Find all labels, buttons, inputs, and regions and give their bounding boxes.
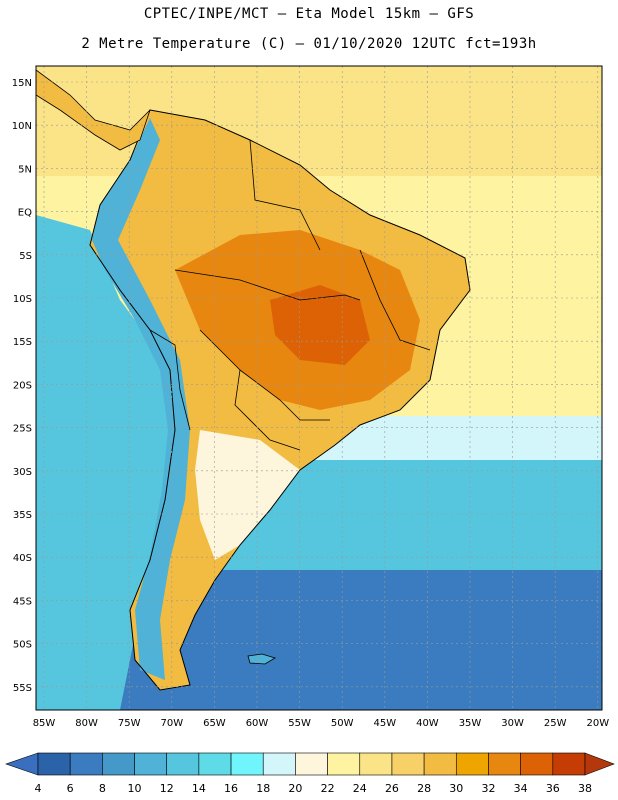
colorbar-segment	[102, 752, 135, 776]
lat-tick-label: 20S	[13, 380, 32, 391]
colorbar-segment	[488, 752, 521, 776]
lon-tick-label: 45W	[373, 718, 396, 729]
map-border	[35, 65, 603, 711]
colorbar-segment	[134, 752, 168, 776]
lat-tick-label: 35S	[13, 510, 32, 521]
colorbar-label: 30	[449, 782, 464, 795]
lat-tick-label: EQ	[18, 208, 32, 219]
lat-tick-label: 15N	[12, 78, 32, 89]
lon-tick-label: 40W	[416, 718, 439, 729]
colorbar-label: 16	[224, 782, 239, 795]
colorbar-segment	[37, 752, 71, 776]
colorbar-segment	[423, 752, 457, 776]
lon-tick-label: 20W	[586, 718, 609, 729]
colorbar-label: 6	[66, 782, 74, 795]
lon-tick-label: 55W	[288, 718, 311, 729]
latitude-labels: 15N 10N 5N EQ 5S 10S 15S 20S 25S 30S 35S 40S 45S 50S 5…	[12, 78, 32, 694]
colorbar-label: 38	[578, 782, 592, 795]
ocean-band-north	[36, 66, 602, 176]
lat-tick-label: 45S	[13, 596, 32, 607]
lon-tick-label: 25W	[544, 718, 567, 729]
colorbar-segment	[359, 752, 393, 776]
coastline	[89, 109, 471, 691]
colorbar-segment	[295, 752, 328, 776]
colorbar-label: 20	[288, 782, 303, 795]
lat-tick-label: 55S	[13, 683, 32, 694]
colorbar-label: 28	[417, 782, 432, 795]
lon-tick-label: 50W	[331, 718, 354, 729]
lat-tick-label: 10N	[12, 121, 32, 132]
colorbar-segment	[166, 752, 200, 776]
cool-argentina-region	[195, 430, 300, 560]
colorbar-label: 26	[384, 782, 399, 795]
andes-cold-band	[92, 118, 190, 680]
colorbar-segment	[262, 752, 296, 776]
colorbar-segment	[327, 752, 361, 776]
colorbar-label: 12	[159, 782, 174, 795]
lat-tick-label: 10S	[13, 294, 32, 305]
colorbar-label: 14	[191, 782, 206, 795]
colorbar-label: 10	[127, 782, 142, 795]
colorbar-segment	[69, 752, 103, 776]
map-title-line-2: 2 Metre Temperature (C) – 01/10/2020 12U…	[81, 36, 537, 52]
map-title-line-1: CPTEC/INPE/MCT – Eta Model 15km – GFS	[143, 6, 475, 22]
lat-tick-label: 50S	[13, 640, 32, 651]
colorbar-label: 8	[98, 782, 106, 795]
lon-tick-label: 60W	[246, 718, 269, 729]
lon-tick-label: 85W	[33, 718, 56, 729]
colorbar-label: 34	[513, 782, 528, 795]
colorbar-label: 22	[320, 782, 335, 795]
colorbar-label: 32	[481, 782, 496, 795]
longitude-labels: 85W 80W 75W 70W 65W 60W 55W 50W 45W 40W 35W 30W 25W 2…	[33, 718, 610, 729]
colorbar-low-arrow	[5, 752, 39, 776]
lon-tick-label: 80W	[75, 718, 98, 729]
lat-tick-label: 5S	[19, 251, 32, 262]
lat-tick-label: 30S	[13, 467, 32, 478]
lon-tick-label: 35W	[459, 718, 482, 729]
colorbar-segment	[230, 752, 264, 776]
temperature-colorbar	[5, 752, 615, 776]
lon-tick-label: 30W	[501, 718, 524, 729]
lat-tick-label: 25S	[13, 424, 32, 435]
hottest-core-region	[270, 285, 370, 365]
map-area	[36, 66, 602, 710]
colorbar-segment	[455, 752, 489, 776]
pacific-cool-region	[36, 215, 170, 710]
colorbar-label: 18	[256, 782, 271, 795]
country-borders	[149, 139, 431, 451]
colorbar-segment	[391, 752, 425, 776]
colorbar-segment	[198, 752, 232, 776]
colorbar-label: 36	[545, 782, 560, 795]
lon-tick-label: 70W	[160, 718, 183, 729]
lat-tick-label: 5N	[18, 164, 32, 175]
falkland-islands	[247, 653, 276, 665]
colorbar-segment	[520, 752, 554, 776]
colorbar-label: 4	[34, 782, 42, 795]
graticule	[36, 66, 602, 710]
colorbar-segment	[552, 752, 586, 776]
colorbar-label: 24	[352, 782, 367, 795]
lon-tick-label: 65W	[203, 718, 226, 729]
colorbar-high-arrow	[584, 752, 615, 776]
lat-tick-label: 40S	[13, 553, 32, 564]
lat-tick-label: 15S	[13, 337, 32, 348]
lon-tick-label: 75W	[118, 718, 141, 729]
